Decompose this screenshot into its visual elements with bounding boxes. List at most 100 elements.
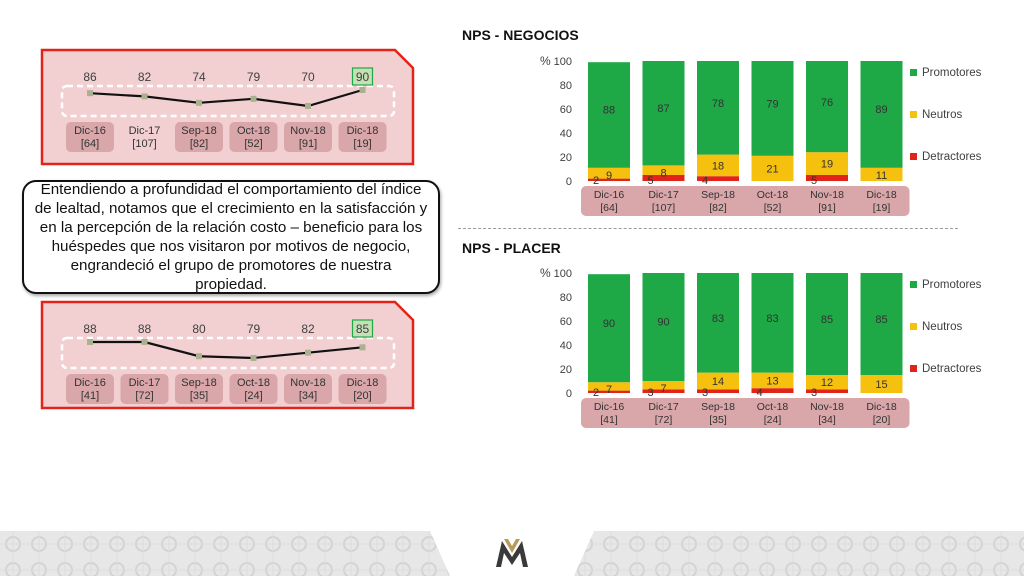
category-label-pill [175, 122, 223, 152]
category-count: [82] [709, 202, 727, 214]
trend-value-label: 70 [301, 70, 315, 84]
legend-label: Neutros [922, 321, 963, 333]
trend-value-label: 80 [192, 322, 206, 336]
category-count: [72] [135, 390, 153, 402]
category-count: [52] [244, 138, 262, 150]
category-label: Dic-17 [129, 125, 161, 137]
trend-point [196, 99, 202, 106]
nps-negocios-trend-panel: 86 Dic-16[64] 82 Dic-17[107] 74 Sep-18[82] 79 O… [40, 48, 415, 166]
category-count: [107] [652, 202, 675, 214]
category-label: Dic-18 [866, 189, 897, 201]
category-label: Dic-16 [74, 377, 106, 389]
category-label: Sep-18 [181, 125, 216, 137]
bar-segment-promotores [588, 274, 630, 383]
trend-point [250, 355, 257, 361]
bar-value-label: 3 [648, 387, 654, 399]
category-label-pill [66, 374, 114, 404]
bar-segment-neutros [642, 165, 685, 175]
category-label: Dic-17 [648, 401, 679, 413]
category-band [581, 186, 910, 216]
category-label-pill [229, 122, 278, 152]
category-count: [64] [600, 202, 618, 214]
chart-title-placer: NPS - PLACER [462, 240, 561, 256]
chart-title-negocios: NPS - NEGOCIOS [462, 27, 579, 43]
bar-value-label: 78 [712, 98, 724, 110]
trend-point [87, 339, 93, 345]
bar-segment-promotores [806, 61, 848, 153]
category-count: [91] [299, 138, 317, 150]
category-count: [34] [818, 414, 836, 426]
bar-value-label: 79 [766, 99, 778, 111]
section-divider [458, 228, 958, 229]
bar-segment-detractores [642, 389, 685, 393]
trend-point [305, 349, 311, 356]
category-label: Dic-18 [347, 377, 379, 389]
legend-swatch [910, 323, 917, 330]
legend-label: Promotores [922, 67, 982, 79]
category-count: [107] [132, 138, 156, 150]
category-label: Sep-18 [181, 377, 216, 389]
category-label: Nov-18 [290, 125, 325, 137]
category-count: [82] [190, 138, 208, 150]
y-axis-unit: % [540, 54, 551, 68]
category-label-pill [284, 374, 332, 404]
trend-point [141, 93, 148, 100]
y-tick-label: 80 [560, 80, 572, 92]
category-count: [24] [244, 390, 262, 402]
bar-segment-neutros [588, 382, 630, 391]
bar-value-label: 7 [660, 383, 666, 395]
trend-point [359, 87, 366, 93]
category-count: [35] [709, 414, 727, 426]
category-label: Dic-16 [594, 189, 625, 201]
trend-value-label: 82 [301, 322, 315, 336]
category-count: [72] [655, 414, 673, 426]
trend-point [250, 95, 257, 102]
trend-point [305, 103, 311, 109]
bar-value-label: 5 [811, 175, 817, 187]
y-tick-label: 60 [560, 316, 572, 328]
category-count: [20] [873, 414, 891, 426]
trend-value-label: 88 [138, 322, 152, 336]
bar-value-label: 90 [603, 318, 615, 330]
bar-segment-detractores [806, 389, 848, 393]
bar-value-label: 85 [821, 314, 833, 326]
trend-point [141, 339, 148, 345]
category-label: Sep-18 [701, 401, 735, 413]
category-label: Nov-18 [810, 189, 844, 201]
category-label: Sep-18 [701, 189, 735, 201]
trend-line [89, 88, 363, 108]
footer-band [0, 531, 1024, 576]
bar-segment-neutros [697, 372, 739, 390]
bar-segment-neutros [751, 155, 794, 181]
category-count: [41] [600, 414, 618, 426]
category-label: Oct-18 [237, 377, 270, 389]
bar-segment-detractores [588, 178, 630, 181]
y-tick-label: 60 [560, 104, 572, 116]
legend-label: Neutros [922, 109, 963, 121]
bar-segment-neutros [806, 375, 848, 390]
bar-value-label: 21 [766, 163, 778, 175]
bar-value-label: 3 [811, 387, 817, 399]
bar-segment-neutros [860, 167, 903, 181]
bar-value-label: 19 [821, 159, 833, 171]
category-label: Dic-17 [129, 377, 161, 389]
bar-value-label: 15 [875, 379, 887, 391]
y-tick-label: 0 [566, 176, 572, 188]
category-label: Oct-18 [757, 401, 789, 413]
bar-value-label: 76 [821, 97, 833, 109]
bar-value-label: 4 [757, 387, 763, 399]
bar-segment-detractores [697, 389, 739, 393]
bar-segment-neutros [751, 372, 794, 389]
category-label-pill [338, 122, 387, 152]
bar-value-label: 11 [876, 170, 887, 182]
bar-value-label: 90 [657, 317, 669, 329]
y-tick-label: 100 [554, 56, 572, 68]
category-label-pill [66, 122, 114, 152]
bar-value-label: 5 [648, 175, 654, 187]
legend-swatch [910, 281, 917, 288]
y-tick-label: 40 [560, 128, 572, 140]
bar-segment-detractores [806, 175, 848, 181]
bar-value-label: 12 [821, 377, 833, 389]
category-count: [20] [353, 390, 371, 402]
